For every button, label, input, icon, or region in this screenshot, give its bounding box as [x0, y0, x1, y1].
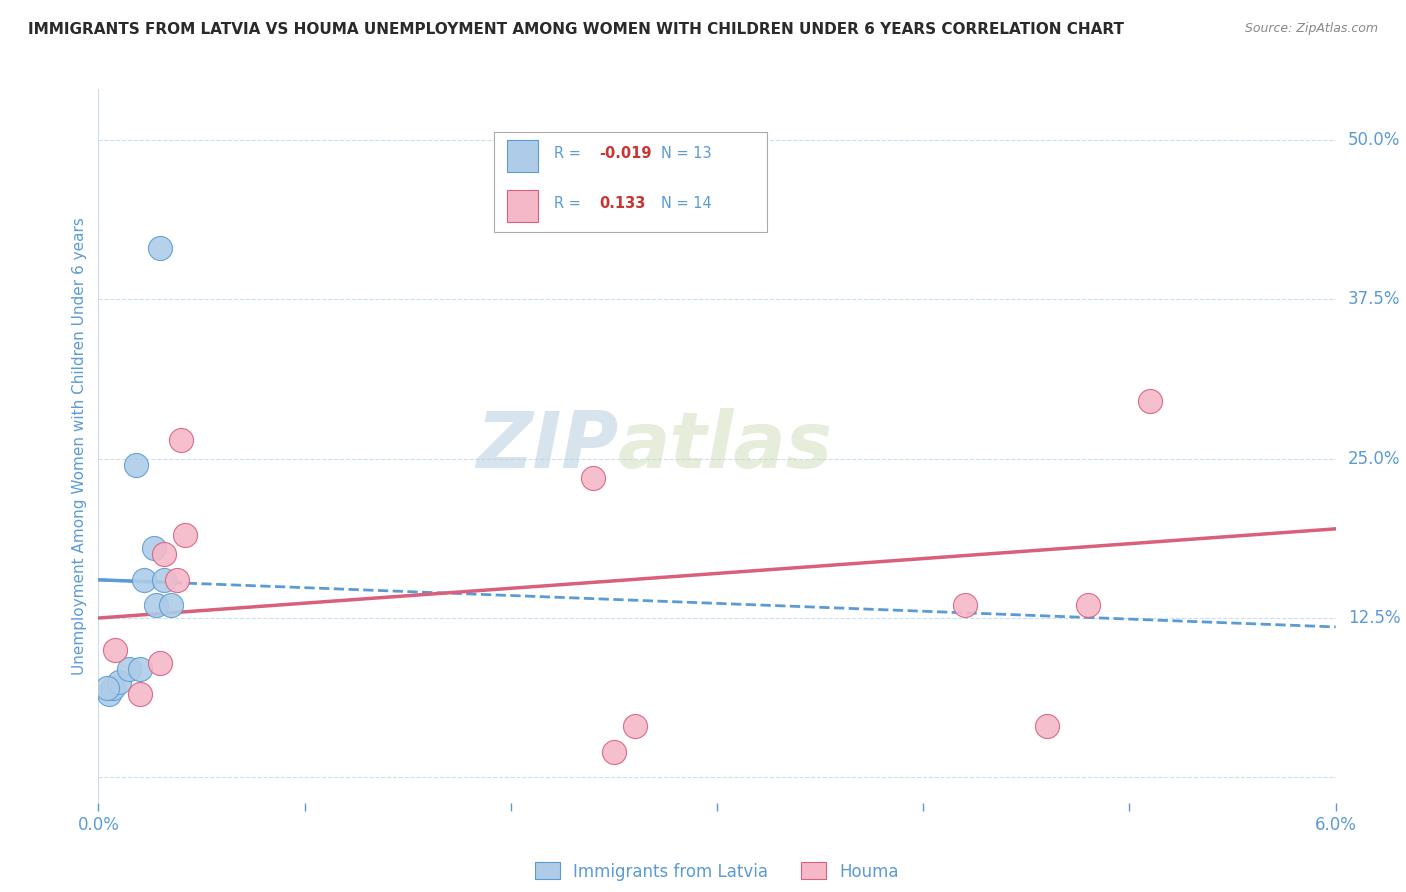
Text: 25.0%: 25.0%: [1348, 450, 1400, 467]
Point: [166, 573, 188, 587]
Point: [145, 599, 167, 613]
Point: [623, 719, 645, 733]
Text: IMMIGRANTS FROM LATVIA VS HOUMA UNEMPLOYMENT AMONG WOMEN WITH CHILDREN UNDER 6 Y: IMMIGRANTS FROM LATVIA VS HOUMA UNEMPLOY…: [28, 22, 1125, 37]
Text: 12.5%: 12.5%: [1348, 609, 1400, 627]
Point: [124, 458, 146, 472]
Legend: Immigrants from Latvia, Houma: Immigrants from Latvia, Houma: [529, 855, 905, 888]
Point: [1077, 599, 1099, 613]
Y-axis label: Unemployment Among Women with Children Under 6 years: Unemployment Among Women with Children U…: [72, 217, 87, 675]
Point: [159, 599, 181, 613]
Text: 0.133: 0.133: [599, 196, 645, 211]
Text: ZIP: ZIP: [475, 408, 619, 484]
Point: [101, 681, 124, 695]
Point: [128, 662, 150, 676]
Point: [143, 541, 166, 555]
Point: [1139, 394, 1161, 409]
Text: -0.019: -0.019: [599, 146, 652, 161]
Point: [108, 674, 131, 689]
Text: N = 14: N = 14: [661, 196, 711, 211]
Text: atlas: atlas: [619, 408, 834, 484]
Point: [128, 688, 150, 702]
Point: [582, 471, 605, 485]
FancyBboxPatch shape: [506, 140, 537, 172]
Text: 50.0%: 50.0%: [1348, 131, 1400, 149]
Point: [603, 745, 626, 759]
Point: [170, 433, 193, 447]
Point: [149, 656, 172, 670]
Point: [1036, 719, 1059, 733]
Text: N = 13: N = 13: [661, 146, 711, 161]
Text: 37.5%: 37.5%: [1348, 291, 1400, 309]
Point: [953, 599, 976, 613]
Text: R =: R =: [554, 196, 585, 211]
Point: [153, 547, 176, 561]
Point: [174, 528, 197, 542]
Point: [149, 242, 172, 256]
Point: [153, 573, 176, 587]
Point: [96, 681, 118, 695]
Text: Source: ZipAtlas.com: Source: ZipAtlas.com: [1244, 22, 1378, 36]
FancyBboxPatch shape: [506, 190, 537, 222]
Point: [97, 688, 120, 702]
FancyBboxPatch shape: [495, 132, 766, 232]
Point: [132, 573, 155, 587]
Text: R =: R =: [554, 146, 585, 161]
Point: [104, 643, 127, 657]
Point: [118, 662, 141, 676]
